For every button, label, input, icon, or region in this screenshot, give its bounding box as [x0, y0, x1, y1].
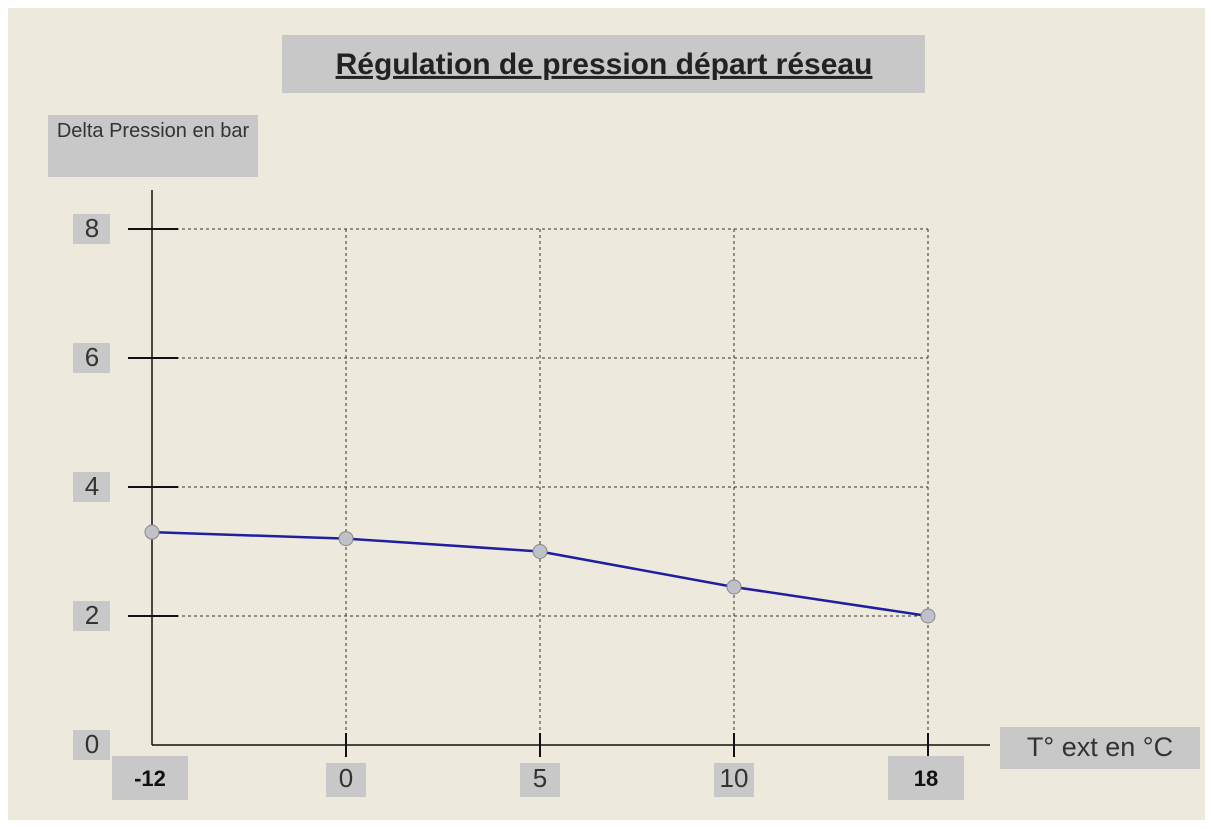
x-tick-box [326, 763, 366, 797]
y-tick-label: 4 [85, 471, 99, 501]
data-point [144, 524, 160, 540]
x-label-box [1000, 727, 1200, 769]
x-tick-label: 0 [339, 763, 353, 793]
x-tick-box [520, 763, 560, 797]
x-tick-box [112, 756, 188, 800]
x-axis-label: T° ext en °C [1027, 732, 1173, 762]
y-tick-label: 8 [85, 213, 99, 243]
data-point [726, 579, 742, 595]
x-tick-box [714, 763, 754, 797]
x-tick-label: 18 [914, 766, 938, 791]
x-tick-label: 5 [533, 763, 547, 793]
y-tick-box [73, 730, 110, 760]
y-tick-label: 2 [85, 600, 99, 630]
x-tick-label: 10 [720, 763, 749, 793]
y-tick-label: 0 [85, 729, 99, 759]
y-tick-box [73, 343, 110, 373]
data-point [532, 544, 548, 559]
data-point [338, 531, 354, 547]
y-tick-label: 6 [85, 342, 99, 372]
y-axis-label: Delta Pression en bar [48, 115, 258, 177]
y-tick-box [73, 472, 110, 502]
data-point [920, 608, 936, 624]
chart-title: Régulation de pression départ réseau [336, 48, 873, 81]
x-tick-label: -12 [134, 766, 166, 791]
y-tick-box [73, 601, 110, 631]
y-tick-box [73, 214, 110, 244]
title-box [282, 35, 925, 93]
x-tick-box [888, 756, 964, 800]
